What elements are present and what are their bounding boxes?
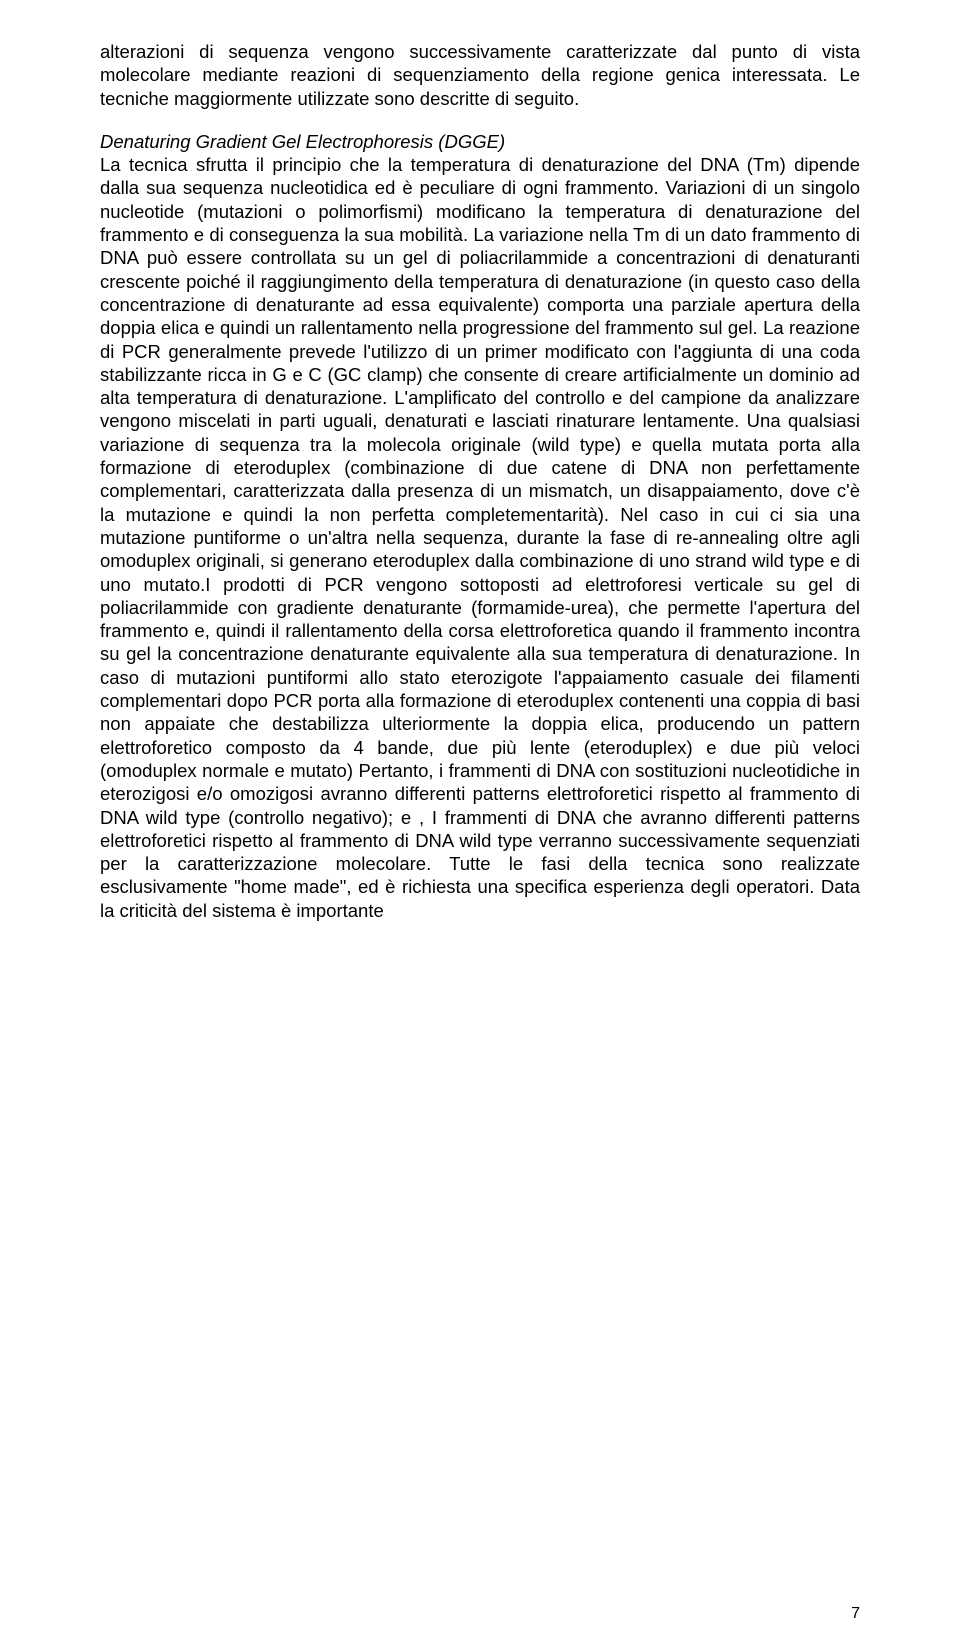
paragraph-body: La tecnica sfrutta il principio che la t… xyxy=(100,154,860,921)
paragraph-intro: alterazioni di sequenza vengono successi… xyxy=(100,40,860,110)
section-heading: Denaturing Gradient Gel Electrophoresis … xyxy=(100,131,505,152)
document-page: alterazioni di sequenza vengono successi… xyxy=(0,0,960,1648)
paragraph-dgge: Denaturing Gradient Gel Electrophoresis … xyxy=(100,130,860,922)
page-number: 7 xyxy=(851,1604,860,1624)
